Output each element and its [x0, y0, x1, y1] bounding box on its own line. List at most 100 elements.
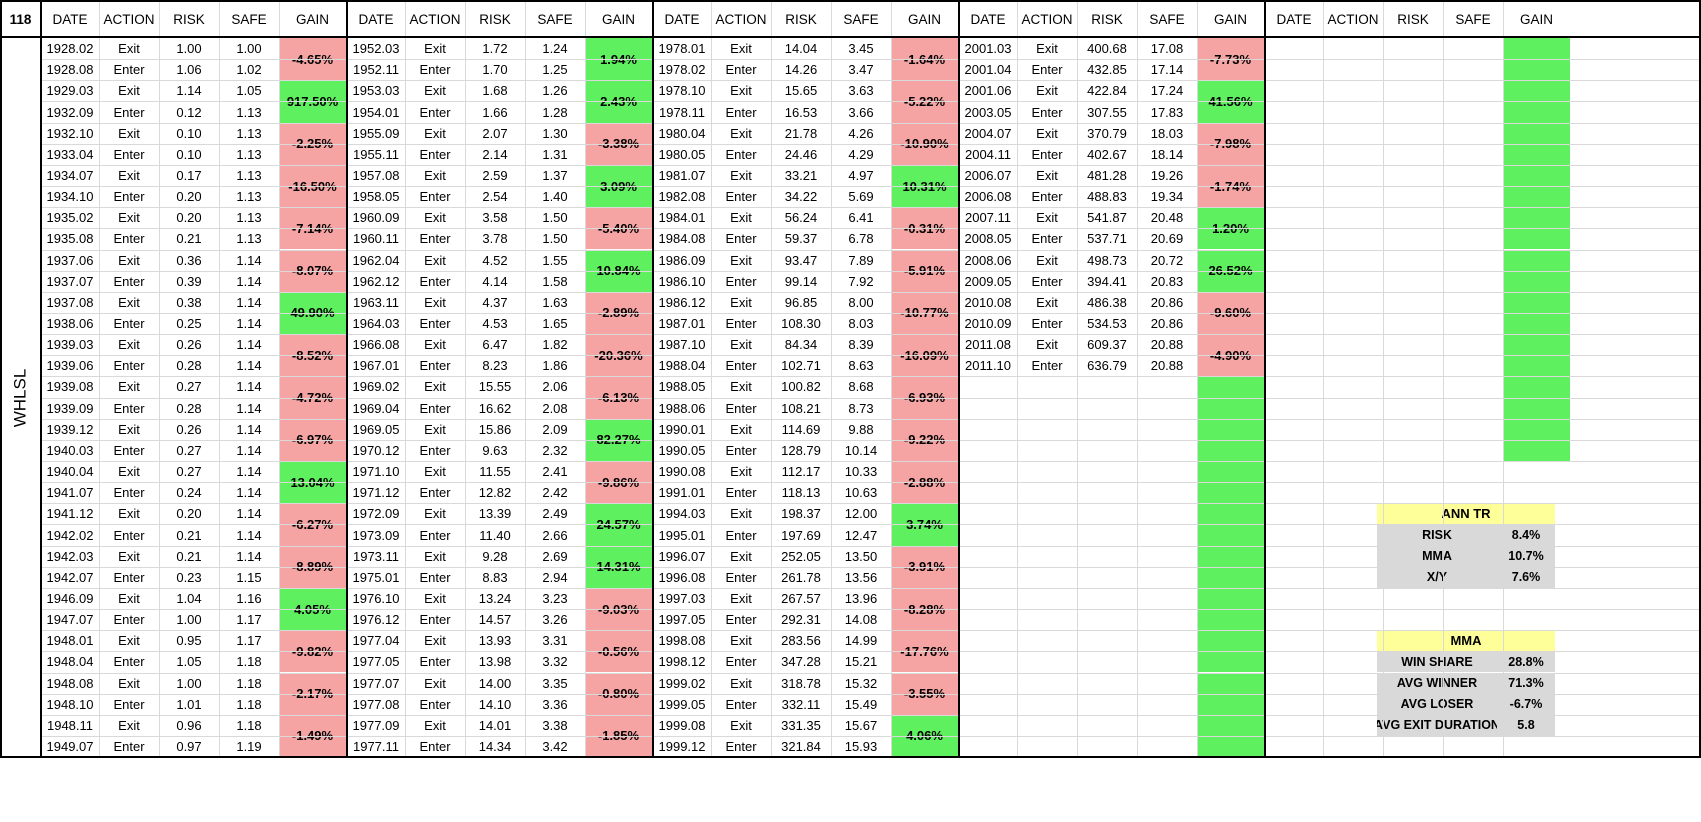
grid-line [40, 0, 42, 758]
table-cell: Enter [419, 485, 451, 501]
table-cell: 1946.09 [46, 590, 94, 606]
table-cell: 2006.07 [964, 167, 1012, 183]
table-cell: 15.21 [844, 654, 878, 670]
gain-cell: 3.09% [585, 164, 652, 208]
table-cell: Enter [725, 527, 757, 543]
grid-line [1323, 0, 1324, 758]
table-cell: Enter [113, 231, 145, 247]
table-cell: 1932.09 [46, 104, 94, 120]
table-cell: 1999.12 [658, 739, 706, 754]
table-cell: 96.85 [784, 294, 818, 310]
table-cell: Exit [1036, 252, 1058, 268]
table-cell: 15.67 [844, 717, 878, 733]
table-cell: Enter [725, 316, 757, 331]
gain-cell-empty [1197, 376, 1264, 419]
column-header-action: ACTION [1327, 11, 1379, 27]
table-cell: 0.21 [176, 548, 202, 564]
gain-cell-empty [1197, 418, 1264, 461]
table-cell: Exit [424, 421, 446, 437]
table-cell: 370.79 [1087, 125, 1127, 141]
table-cell: 2006.08 [964, 189, 1012, 205]
table-cell: 21.78 [784, 125, 818, 141]
table-cell: Enter [419, 316, 451, 331]
table-cell: 402.67 [1087, 146, 1127, 162]
corner-label: 118 [9, 11, 32, 27]
table-cell: 1937.07 [46, 273, 94, 289]
table-cell: 13.56 [844, 569, 878, 585]
table-cell: 1.14 [236, 464, 262, 480]
table-cell: 13.50 [844, 548, 878, 564]
table-cell: 1947.07 [46, 612, 94, 628]
table-cell: 118.13 [781, 485, 821, 501]
table-cell: Enter [419, 189, 451, 205]
summary-label: RISK [1377, 524, 1497, 546]
table-cell: 1.14 [236, 421, 262, 437]
table-cell: 20.48 [1150, 210, 1184, 226]
side-label-text: WHLSL [10, 368, 30, 427]
table-cell: 197.69 [781, 527, 821, 543]
table-cell: 1939.09 [46, 400, 94, 416]
table-cell: 0.25 [176, 316, 202, 331]
table-cell: Exit [730, 337, 752, 353]
table-cell: 1976.12 [352, 612, 400, 628]
table-cell: 33.21 [784, 167, 818, 183]
table-cell: 19.26 [1150, 167, 1184, 183]
table-cell: 1.16 [236, 590, 262, 606]
table-cell: Enter [1031, 358, 1063, 374]
summary-label: AVG EXIT DURATION [1377, 714, 1497, 736]
table-cell: 1.06 [176, 62, 202, 78]
table-cell: Enter [419, 358, 451, 374]
table-cell: Enter [419, 62, 451, 78]
table-cell: 1973.09 [352, 527, 400, 543]
gain-cell-empty [1503, 334, 1570, 377]
table-cell: 1984.01 [658, 210, 706, 226]
table-cell: Enter [725, 231, 757, 247]
table-cell: Enter [113, 612, 145, 628]
table-cell: 0.17 [176, 167, 202, 183]
table-cell: 2001.06 [964, 83, 1012, 99]
table-cell: 609.37 [1087, 337, 1127, 353]
table-cell: Exit [424, 167, 446, 183]
table-cell: Exit [118, 167, 140, 183]
table-cell: 1986.09 [658, 252, 706, 268]
table-cell: 1948.04 [46, 654, 94, 670]
summary-value: 71.3% [1497, 672, 1555, 694]
table-cell: 0.28 [176, 400, 202, 416]
table-cell: 1.13 [236, 125, 262, 141]
table-cell: 318.78 [781, 675, 821, 691]
table-cell: 1.55 [542, 252, 568, 268]
table-cell: 1.40 [542, 189, 568, 205]
table-cell: 13.98 [478, 654, 512, 670]
table-cell: 102.71 [781, 358, 821, 374]
table-cell: 17.14 [1150, 62, 1184, 78]
table-cell: 1935.08 [46, 231, 94, 247]
gain-cell: 82.27% [585, 418, 652, 461]
summary-label: WIN SHARE [1377, 651, 1497, 673]
table-cell: Exit [1036, 125, 1058, 141]
table-cell: 6.47 [482, 337, 508, 353]
table-cell: 1999.02 [658, 675, 706, 691]
table-cell: Enter [1031, 146, 1063, 162]
table-cell: 2001.04 [964, 62, 1012, 78]
table-cell: 1941.12 [46, 506, 94, 522]
table-cell: 1.86 [542, 358, 568, 374]
table-cell: Enter [113, 273, 145, 289]
grid-line [41, 609, 1701, 611]
table-cell: Exit [730, 379, 752, 395]
table-cell: 0.27 [176, 442, 202, 458]
table-cell: 0.24 [176, 485, 202, 501]
table-cell: 1.24 [542, 41, 568, 57]
table-cell: 1986.10 [658, 273, 706, 289]
table-cell: 13.24 [478, 590, 512, 606]
summary-value: 8.4% [1497, 524, 1555, 546]
table-cell: 0.20 [176, 506, 202, 522]
grid-line [0, 0, 2, 758]
table-cell: 112.17 [781, 464, 821, 480]
table-cell: 128.79 [781, 442, 821, 458]
table-cell: Enter [725, 654, 757, 670]
table-cell: 3.45 [848, 41, 874, 57]
column-header-gain: GAIN [601, 11, 635, 27]
table-cell: 10.63 [844, 485, 878, 501]
table-cell: 1.17 [236, 612, 262, 628]
table-cell: 1.82 [542, 337, 568, 353]
